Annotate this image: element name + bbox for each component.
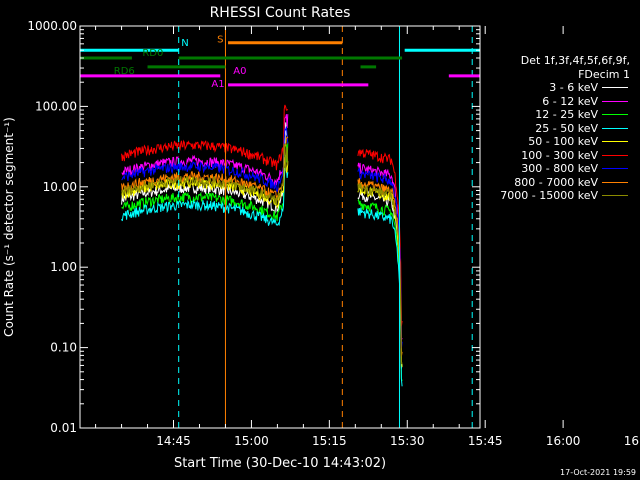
legend-entry: 800 - 7000 keV [482, 176, 632, 190]
series-line-25-50-kev-seg-1 [357, 207, 403, 387]
legend-swatch [602, 141, 628, 142]
legend-entry-label: 800 - 7000 keV [514, 175, 598, 189]
legend-entry: 25 - 50 keV [482, 122, 632, 136]
legend: Det 1f,3f,4f,5f,6f,9f, FDecim 1 3 - 6 ke… [482, 54, 632, 203]
series-line-100-300-kev-seg-0 [121, 104, 289, 171]
legend-entry-label: 25 - 50 keV [535, 121, 598, 135]
series-line-7000-15000-kev-seg-0 [121, 143, 289, 206]
legend-entry-label: 7000 - 15000 keV [500, 189, 598, 202]
y-tick-label-4: 100.00 [35, 99, 77, 113]
x-tick-label-2: 15:15 [312, 434, 347, 448]
series-line-6-12-kev-seg-1 [357, 162, 403, 341]
legend-header-line-2: FDecim 1 [578, 67, 630, 81]
y-tick-label-1: 0.10 [50, 341, 77, 355]
flag-label-s: S [217, 35, 223, 46]
x-tick-label-6: 16:15 [624, 434, 640, 448]
legend-entry-label: 100 - 300 keV [521, 148, 598, 162]
legend-swatch [602, 87, 628, 88]
legend-swatch [602, 195, 628, 196]
legend-entry: 6 - 12 keV [482, 95, 632, 109]
legend-entry: 100 - 300 keV [482, 149, 632, 163]
series-line-800-7000-kev-seg-0 [121, 136, 289, 201]
legend-entry-label: 12 - 25 keV [535, 108, 598, 121]
legend-entry: 50 - 100 keV [482, 135, 632, 149]
legend-swatch [602, 168, 628, 169]
y-tick-label-5: 1000.00 [27, 19, 77, 33]
series-line-6-12-kev-seg-0 [121, 114, 289, 187]
timestamp: 17-Oct-2021 19:59 [560, 468, 636, 477]
chart-title: RHESSI Count Rates [210, 5, 351, 21]
legend-entry-label: 3 - 6 keV [549, 81, 598, 94]
legend-entry: 3 - 6 keV [482, 81, 632, 95]
series-line-300-800-kev-seg-0 [121, 126, 289, 193]
legend-header-line-1: Det 1f,3f,4f,5f,6f,9f, [520, 54, 630, 67]
series-line-300-800-kev-seg-1 [357, 166, 403, 349]
plot-frame [79, 25, 481, 429]
series-line-3-6-kev-seg-0 [121, 122, 288, 214]
x-tick-label-4: 15:45 [468, 434, 503, 448]
x-tick-label-5: 16:00 [546, 434, 581, 448]
legend-entry: 300 - 800 keV [482, 162, 632, 176]
series-line-25-50-kev-seg-0 [121, 167, 289, 227]
x-tick-label-3: 15:30 [390, 434, 425, 448]
flag-label-a0: A0 [233, 66, 246, 77]
y-tick-label-3: 10.00 [43, 180, 77, 194]
flag-label-a1: A1 [211, 79, 224, 90]
legend-entry-label: 300 - 800 keV [521, 162, 598, 175]
legend-swatch [602, 154, 628, 156]
legend-swatch [602, 114, 628, 115]
legend-entry-label: 50 - 100 keV [528, 135, 598, 148]
series-line-12-25-kev-seg-1 [357, 199, 403, 382]
y-tick-label-2: 1.00 [50, 260, 77, 274]
series-line-100-300-kev-seg-1 [357, 148, 403, 327]
legend-entry-label: 6 - 12 keV [542, 94, 598, 108]
series-line-7000-15000-kev-seg-1 [357, 183, 403, 365]
legend-swatch [602, 127, 628, 129]
flag-label-n: N [181, 38, 188, 49]
x-tick-label-1: 15:00 [234, 434, 269, 448]
x-tick-label-0: 14:45 [156, 434, 191, 448]
flag-label-rd6: RD6 [114, 66, 135, 77]
legend-entry: 7000 - 15000 keV [482, 189, 632, 203]
legend-swatch [602, 181, 628, 183]
legend-entry: 12 - 25 keV [482, 108, 632, 122]
y-axis-label: Count Rate (s⁻¹ detector segment⁻¹) [2, 117, 16, 337]
series-line-12-25-kev-seg-0 [121, 141, 289, 222]
legend-swatch [602, 100, 628, 102]
y-tick-label-0: 0.01 [50, 421, 77, 435]
x-axis-label: Start Time (30-Dec-10 14:43:02) [174, 456, 386, 471]
flag-label-rd0: RD0 [142, 48, 163, 59]
